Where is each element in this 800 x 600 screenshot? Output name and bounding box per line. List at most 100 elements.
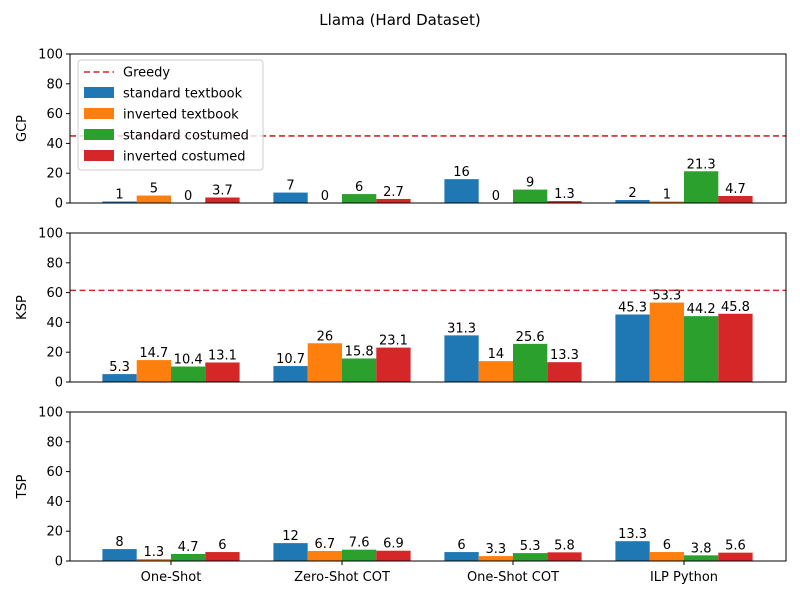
bar-value-label: 4.7 (178, 540, 199, 555)
bar-value-label: 6 (218, 538, 226, 553)
bar-value-label: 6.9 (383, 537, 404, 552)
chart-title: Llama (Hard Dataset) (319, 11, 480, 29)
y-tick-label: 80 (46, 435, 63, 450)
legend-swatch-inverted-costumed (84, 150, 114, 161)
bar-standard-costumed-one-shot-cot (513, 343, 548, 382)
y-tick-label: 100 (38, 406, 63, 421)
y-tick-label: 60 (46, 286, 63, 301)
y-tick-label: 60 (46, 465, 63, 480)
panel-tsp: 0 20 40 60 80 100 TSP 8 12 6 13.3 1.3 6.7 3.3 6 4.7 7.6 5… (15, 406, 787, 570)
panel-frame (69, 411, 787, 562)
bar-value-label: 6 (355, 180, 363, 195)
bar-standard-textbook-one-shot (102, 549, 137, 561)
bar-value-label: 2 (628, 186, 636, 201)
bar-standard-textbook-zero-shot-cot (273, 192, 308, 203)
bar-value-label: 3.7 (212, 183, 233, 198)
bar-value-label: 5.6 (725, 539, 746, 554)
bar-standard-textbook-one-shot (102, 374, 137, 382)
bar-standard-costumed-ilp-python (684, 316, 719, 382)
bar-inverted-costumed-zero-shot-cot (376, 198, 411, 203)
bar-value-label: 10.4 (174, 353, 203, 368)
x-tick-label: One-Shot (141, 570, 202, 585)
bar-value-label: 44.2 (687, 302, 716, 317)
bar-standard-costumed-one-shot (171, 553, 206, 561)
y-tick-label: 20 (46, 346, 63, 361)
bar-inverted-costumed-one-shot-cot (547, 201, 582, 203)
bar-value-label: 1.3 (144, 545, 165, 560)
bar-value-label: 8 (115, 535, 123, 550)
bar-standard-costumed-ilp-python (684, 555, 719, 561)
bar-standard-textbook-ilp-python (615, 200, 650, 203)
bar-inverted-costumed-ilp-python (718, 552, 753, 561)
bar-value-label: 21.3 (687, 157, 716, 172)
bar-inverted-textbook-zero-shot-cot (307, 551, 342, 561)
bar-inverted-costumed-one-shot-cot (547, 552, 582, 561)
y-tick-label: 60 (46, 107, 63, 122)
bar-value-label: 1 (115, 188, 123, 203)
bar-standard-costumed-zero-shot-cot (342, 549, 377, 561)
bar-standard-costumed-one-shot (171, 366, 206, 382)
bar-standard-costumed-one-shot-cot (513, 189, 548, 203)
legend-label-standard-textbook: standard textbook (123, 87, 243, 102)
y-tick-label: 100 (38, 227, 63, 242)
bar-standard-costumed-one-shot-cot (513, 553, 548, 561)
bar-value-label: 9 (526, 176, 534, 191)
legend-label-inverted-costumed: inverted costumed (123, 150, 246, 165)
y-tick-label: 40 (46, 316, 63, 331)
panel-frame (69, 232, 787, 383)
bar-inverted-textbook-one-shot-cot (478, 361, 513, 382)
bar-value-label: 14.7 (139, 346, 168, 361)
bar-inverted-costumed-zero-shot-cot (376, 347, 411, 382)
bar-inverted-textbook-ilp-python (649, 201, 684, 203)
bar-value-label: 5.3 (520, 539, 541, 554)
bar-standard-textbook-one-shot-cot (444, 335, 479, 382)
bar-value-label: 3.8 (691, 541, 712, 556)
legend-box (77, 59, 264, 171)
legend-label-inverted-textbook: inverted textbook (123, 108, 239, 123)
bar-value-label: 5 (150, 182, 158, 197)
bar-standard-textbook-zero-shot-cot (273, 543, 308, 561)
bar-inverted-textbook-ilp-python (649, 302, 684, 382)
bar-value-label: 0 (492, 189, 500, 204)
bar-value-label: 15.8 (345, 344, 374, 359)
bar-standard-costumed-zero-shot-cot (342, 194, 377, 203)
x-tick-label: Zero-Shot COT (294, 570, 390, 585)
bar-value-label: 0 (321, 189, 329, 204)
bar-inverted-costumed-ilp-python (718, 313, 753, 382)
y-tick-label: 0 (55, 197, 63, 212)
bar-inverted-textbook-one-shot (136, 559, 171, 561)
bar-inverted-costumed-one-shot (205, 552, 240, 561)
bar-value-label: 2.7 (383, 185, 404, 200)
bar-inverted-costumed-one-shot (205, 362, 240, 382)
legend-greedy-label: Greedy (123, 66, 170, 81)
legend-swatch-inverted-textbook (84, 108, 114, 119)
legend: Greedy standard textbook inverted textbook… (77, 59, 264, 171)
bar-value-label: 12 (282, 529, 299, 544)
bar-value-label: 45.3 (618, 301, 647, 316)
bar-standard-textbook-one-shot (102, 201, 137, 203)
panel-ksp: 0 20 40 60 80 100 KSP 5.3 10.7 31.3 45.3 14.7 26 14 53… (15, 227, 787, 391)
bar-value-label: 6 (663, 538, 671, 553)
bar-value-label: 45.8 (721, 300, 750, 315)
bar-value-label: 13.3 (618, 527, 647, 542)
y-axis-label: KSP (15, 295, 30, 320)
y-tick-label: 20 (46, 525, 63, 540)
bar-value-label: 3.3 (486, 542, 507, 557)
bar-value-label: 14 (488, 347, 505, 362)
legend-label-standard-costumed: standard costumed (123, 129, 249, 144)
bar-inverted-textbook-zero-shot-cot (307, 343, 342, 382)
y-tick-label: 80 (46, 77, 63, 92)
y-axis-label: GCP (15, 115, 30, 142)
bar-standard-textbook-ilp-python (615, 541, 650, 561)
legend-swatch-standard-textbook (84, 87, 114, 98)
y-axis-label: TSP (15, 474, 30, 499)
bar-value-label: 31.3 (447, 321, 476, 336)
bar-value-label: 1 (663, 188, 671, 203)
bar-inverted-costumed-one-shot-cot (547, 362, 582, 382)
bar-inverted-textbook-ilp-python (649, 552, 684, 561)
legend-swatch-standard-costumed (84, 129, 114, 140)
y-tick-label: 0 (55, 555, 63, 570)
y-tick-label: 20 (46, 167, 63, 182)
y-tick-label: 40 (46, 495, 63, 510)
